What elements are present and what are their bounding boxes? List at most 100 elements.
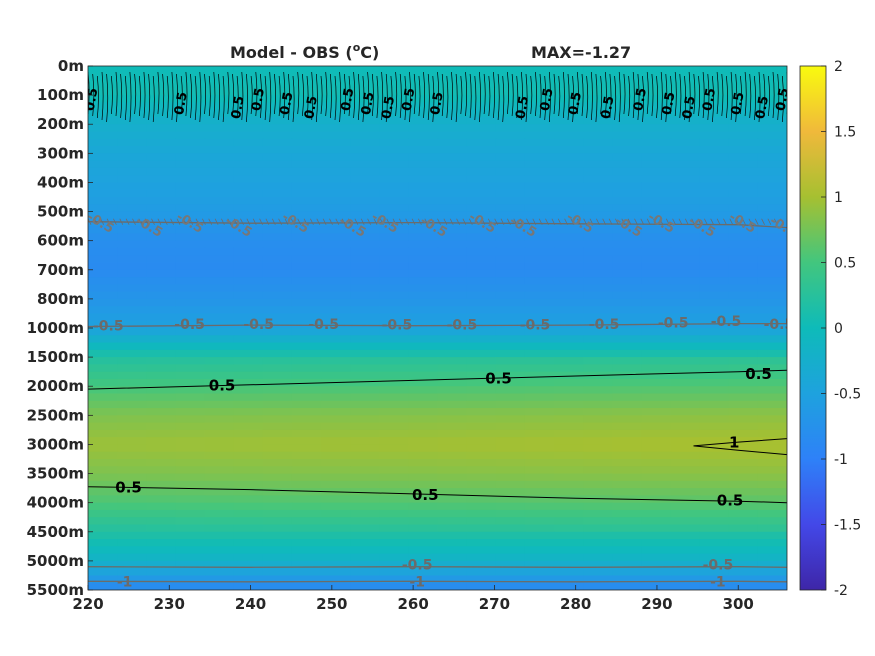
heatmap-cell xyxy=(466,444,497,453)
heatmap-cell xyxy=(117,189,147,198)
heatmap-cell xyxy=(437,131,468,140)
heatmap-cell xyxy=(175,262,206,271)
heatmap-cell xyxy=(524,328,555,336)
heatmap-cell xyxy=(88,342,118,351)
x-tick-label: 230 xyxy=(154,595,185,613)
heatmap-cell xyxy=(204,175,235,184)
heatmap-cell xyxy=(612,393,642,402)
heatmap-cell xyxy=(350,87,380,96)
heatmap-cell xyxy=(583,247,613,256)
contour-label: 0.5 xyxy=(412,486,439,504)
heatmap-cell xyxy=(379,233,409,242)
heatmap-cell xyxy=(728,109,759,118)
heatmap-cell xyxy=(641,429,672,438)
contour-label: 0.5 xyxy=(599,95,618,120)
heatmap-cell xyxy=(583,560,613,569)
heatmap-cell xyxy=(350,306,380,315)
heatmap-cell xyxy=(612,175,642,184)
heatmap-cell xyxy=(321,284,351,293)
heatmap-cell xyxy=(699,146,730,154)
heatmap-cell xyxy=(612,306,642,315)
heatmap-cell xyxy=(175,524,206,533)
heatmap-cell xyxy=(350,357,380,365)
heatmap-cell xyxy=(728,459,759,467)
heatmap-cell xyxy=(146,211,176,220)
heatmap-cell xyxy=(88,284,118,293)
heatmap-cell xyxy=(233,371,264,380)
heatmap-cell xyxy=(495,109,526,118)
heatmap-cell xyxy=(757,429,787,438)
y-tick-label: 100m xyxy=(37,86,84,104)
heatmap-cell xyxy=(350,160,380,169)
heatmap-cell xyxy=(146,531,176,540)
contour-label: -0.5 xyxy=(382,318,413,334)
heatmap-cell xyxy=(117,393,147,402)
heatmap-cell xyxy=(699,80,730,89)
heatmap-cell xyxy=(437,517,468,526)
heatmap-cell xyxy=(175,255,206,264)
heatmap-cell xyxy=(379,371,409,380)
heatmap-cell xyxy=(204,502,235,511)
heatmap-cell xyxy=(321,247,351,256)
heatmap-cell xyxy=(408,422,439,431)
heatmap-cell xyxy=(146,167,176,176)
heatmap-cell xyxy=(670,466,701,475)
heatmap-cell xyxy=(699,247,730,256)
heatmap-cell xyxy=(524,284,555,293)
heatmap-cell xyxy=(262,277,293,285)
heatmap-cell xyxy=(146,342,176,351)
y-tick-label: 800m xyxy=(37,290,84,308)
contour-label: -0.5 xyxy=(308,317,339,333)
heatmap-cell xyxy=(641,131,672,140)
heatmap-cell xyxy=(117,80,147,89)
heatmap-cell xyxy=(670,386,701,395)
heatmap-cell xyxy=(233,109,264,118)
heatmap-cell xyxy=(612,167,642,176)
heatmap-cell xyxy=(175,415,206,424)
heatmap-cell xyxy=(321,298,351,307)
heatmap-cell xyxy=(88,560,118,569)
heatmap-cell xyxy=(612,255,642,264)
heatmap-cell xyxy=(291,160,322,169)
heatmap-cell xyxy=(641,328,672,336)
heatmap-cell xyxy=(350,371,380,380)
heatmap-cell xyxy=(641,582,672,590)
heatmap-cell xyxy=(117,386,147,395)
heatmap-cell xyxy=(728,218,759,227)
contour-label: 0.5 xyxy=(209,377,236,395)
heatmap-cell xyxy=(117,167,147,176)
heatmap-cell xyxy=(524,277,555,285)
contour-label: -0.5 xyxy=(447,318,478,334)
heatmap-cell xyxy=(554,560,584,569)
heatmap-cell xyxy=(641,451,672,460)
heatmap-cell xyxy=(146,546,176,555)
heatmap-cell xyxy=(233,393,264,402)
heatmap-cell xyxy=(612,531,642,540)
heatmap-cell xyxy=(437,211,468,220)
heatmap-cell xyxy=(437,400,468,409)
heatmap-cell xyxy=(612,233,642,242)
heatmap-cell xyxy=(291,553,322,562)
heatmap-cell xyxy=(612,466,642,475)
heatmap-cell xyxy=(466,277,497,285)
heatmap-cell xyxy=(350,109,380,118)
heatmap-cell xyxy=(321,313,351,322)
contour-label: 0.5 xyxy=(631,87,650,112)
heatmap-cell xyxy=(437,451,468,460)
heatmap-cell xyxy=(117,531,147,540)
heatmap-cell xyxy=(728,211,759,220)
heatmap-cell xyxy=(437,480,468,489)
heatmap-cell xyxy=(583,102,613,111)
heatmap-cell xyxy=(233,400,264,409)
colorbar: -2-1.5-1-0.500.511.52 xyxy=(799,59,861,599)
heatmap-cell xyxy=(670,182,701,191)
heatmap-cell xyxy=(495,211,526,220)
heatmap-cell xyxy=(88,247,118,256)
heatmap-cell xyxy=(204,524,235,533)
heatmap-cell xyxy=(612,87,642,96)
heatmap-cell xyxy=(379,109,409,118)
heatmap-cell xyxy=(437,182,468,191)
heatmap-cell xyxy=(408,582,439,590)
heatmap-cell xyxy=(88,146,118,154)
heatmap-cell xyxy=(204,429,235,438)
